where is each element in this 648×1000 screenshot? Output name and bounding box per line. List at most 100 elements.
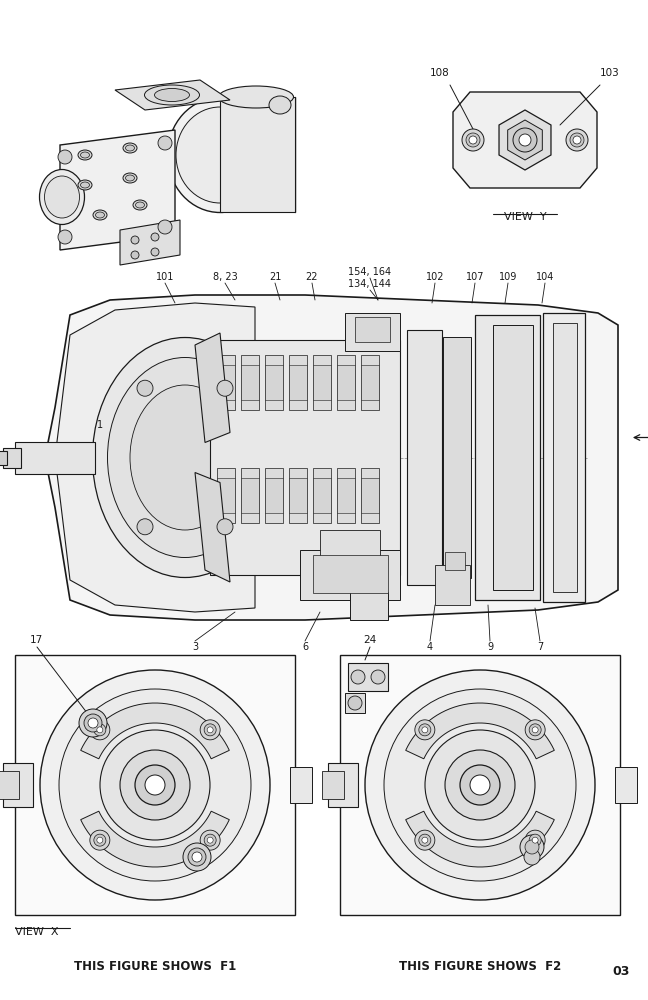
Circle shape xyxy=(525,840,539,854)
Ellipse shape xyxy=(126,175,135,181)
Bar xyxy=(289,365,307,400)
Text: 03: 03 xyxy=(612,965,630,978)
Ellipse shape xyxy=(133,200,147,210)
Text: 102: 102 xyxy=(426,272,445,282)
Bar xyxy=(313,555,388,593)
Circle shape xyxy=(120,750,190,820)
Circle shape xyxy=(466,133,480,147)
Bar xyxy=(3,763,33,807)
Circle shape xyxy=(207,837,213,843)
Circle shape xyxy=(469,136,477,144)
Circle shape xyxy=(79,709,107,737)
Circle shape xyxy=(188,848,206,866)
Ellipse shape xyxy=(108,358,262,558)
Circle shape xyxy=(135,765,175,805)
Text: 1: 1 xyxy=(97,420,103,430)
Bar xyxy=(313,355,331,410)
Bar xyxy=(241,365,259,400)
Circle shape xyxy=(137,380,153,396)
Circle shape xyxy=(529,724,541,736)
Bar xyxy=(337,365,355,400)
Bar xyxy=(361,365,379,400)
Bar xyxy=(345,313,400,351)
Circle shape xyxy=(384,689,576,881)
Circle shape xyxy=(58,230,72,244)
Ellipse shape xyxy=(123,173,137,183)
Circle shape xyxy=(566,129,588,151)
Circle shape xyxy=(415,830,435,850)
Circle shape xyxy=(573,136,581,144)
Bar xyxy=(553,323,577,592)
Ellipse shape xyxy=(80,152,89,158)
Ellipse shape xyxy=(78,150,92,160)
Circle shape xyxy=(94,724,106,736)
Text: 108: 108 xyxy=(430,68,450,78)
Bar xyxy=(313,365,331,400)
Ellipse shape xyxy=(78,180,92,190)
Bar xyxy=(217,365,235,400)
Polygon shape xyxy=(195,473,230,582)
Text: 11: 11 xyxy=(0,790,3,800)
Bar xyxy=(615,767,637,803)
Circle shape xyxy=(40,670,270,900)
Bar xyxy=(0,450,7,464)
Text: VIEW  Y: VIEW Y xyxy=(503,212,546,222)
Bar xyxy=(337,468,355,522)
Bar xyxy=(217,468,235,522)
Circle shape xyxy=(470,775,490,795)
Circle shape xyxy=(415,720,435,740)
Circle shape xyxy=(204,834,216,846)
Ellipse shape xyxy=(45,176,80,218)
Polygon shape xyxy=(453,92,597,188)
Circle shape xyxy=(348,696,362,710)
Circle shape xyxy=(145,775,165,795)
Circle shape xyxy=(217,380,233,396)
Circle shape xyxy=(462,129,484,151)
Circle shape xyxy=(525,720,545,740)
Circle shape xyxy=(519,134,531,146)
Circle shape xyxy=(520,835,544,859)
Bar xyxy=(3,448,21,468)
Bar xyxy=(241,468,259,522)
Bar xyxy=(337,478,355,512)
Bar xyxy=(348,663,388,691)
Ellipse shape xyxy=(123,143,137,153)
Ellipse shape xyxy=(176,107,264,203)
Bar xyxy=(350,592,388,620)
Circle shape xyxy=(100,730,210,840)
Bar xyxy=(0,771,19,799)
Bar xyxy=(493,325,533,590)
Bar xyxy=(241,478,259,512)
Text: 134, 144: 134, 144 xyxy=(349,279,391,289)
Text: 104: 104 xyxy=(536,272,554,282)
Circle shape xyxy=(207,727,213,733)
Text: 107: 107 xyxy=(466,272,484,282)
Polygon shape xyxy=(406,703,554,759)
Circle shape xyxy=(151,233,159,241)
Bar xyxy=(313,468,331,522)
Text: THIS FIGURE SHOWS  F2: THIS FIGURE SHOWS F2 xyxy=(399,960,561,973)
Circle shape xyxy=(351,670,365,684)
Bar xyxy=(475,315,540,600)
Circle shape xyxy=(529,834,541,846)
Bar xyxy=(289,468,307,522)
Polygon shape xyxy=(55,303,255,612)
Bar xyxy=(290,767,312,803)
Text: 3: 3 xyxy=(192,642,198,652)
Text: 4: 4 xyxy=(427,642,433,652)
Bar xyxy=(210,340,400,575)
Circle shape xyxy=(97,837,103,843)
Text: 9: 9 xyxy=(487,642,493,652)
Bar xyxy=(443,337,471,578)
Text: VIEW  X: VIEW X xyxy=(15,927,58,937)
Circle shape xyxy=(94,834,106,846)
Polygon shape xyxy=(220,97,295,212)
Bar xyxy=(328,763,358,807)
Circle shape xyxy=(58,150,72,164)
Circle shape xyxy=(422,837,428,843)
Ellipse shape xyxy=(167,98,273,213)
Circle shape xyxy=(158,220,172,234)
Bar xyxy=(217,478,235,512)
Polygon shape xyxy=(81,703,229,759)
Ellipse shape xyxy=(218,86,294,108)
